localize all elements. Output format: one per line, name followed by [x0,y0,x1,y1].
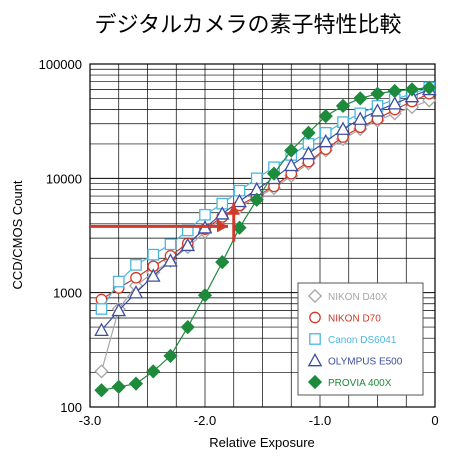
data-point-nikon-d40x [422,93,437,108]
series-layer [94,80,437,398]
data-point-provia-400x [404,82,420,97]
data-point-provia-400x [249,192,264,207]
legend-marker-olympus-e500 [307,352,323,367]
data-point-provia-400x [94,383,109,398]
data-point-nikon-d40x [94,364,109,379]
data-point-provia-400x [284,143,299,158]
data-point-canon-ds6041 [112,275,125,288]
data-point-olympus-e500 [370,103,385,117]
annotation-arrow-head [217,220,228,233]
data-point-provia-400x [422,80,437,95]
data-point-provia-400x [128,376,144,391]
data-point-olympus-e500 [352,111,368,125]
data-point-provia-400x [387,83,402,99]
data-point-olympus-e500 [214,206,230,220]
data-point-provia-400x [111,379,126,394]
data-point-olympus-e500 [163,253,178,267]
data-point-provia-400x [146,364,161,379]
data-point-olympus-e500 [128,285,144,299]
legend-label-nikon-d70: NIKON D70 [328,314,381,325]
data-point-olympus-e500 [283,157,299,172]
annotation-arrow-head [227,203,240,215]
x-axis-ticks: -3.0 -2.0 -1.0 0 [79,413,439,428]
legend-item-nikon-d40x: NIKON D40X [307,288,388,304]
data-point-provia-400x [232,220,247,235]
data-point-provia-400x [163,348,178,363]
y-tick-label: 1000 [53,286,82,301]
data-point-olympus-e500 [232,193,247,208]
legend-label-canon-ds6041: Canon DS6041 [328,335,397,346]
data-point-provia-400x [180,319,195,335]
legend-marker-provia-400x [307,374,323,390]
data-point-canon-ds6041 [95,303,108,315]
legend-item-olympus-e500: OLYMPUS E500 [307,352,403,368]
legend-item-nikon-d70: NIKON D70 [309,311,381,325]
legend-marker-canon-ds6041 [309,333,321,345]
y-tick-label: 10000 [46,171,82,186]
data-point-olympus-e500 [180,237,196,252]
data-point-olympus-e500 [111,302,127,317]
data-point-provia-400x [197,288,213,303]
data-point-provia-400x [370,86,385,101]
data-point-provia-400x [318,109,333,124]
y-axis-label: CCD/CMOS Count [10,180,25,289]
x-tick-label: -1.0 [309,413,331,428]
annotation-layer [90,203,240,242]
data-point-provia-400x [353,91,368,106]
plot-frame [89,63,436,408]
series-provia-400x [94,80,437,398]
data-point-olympus-e500 [318,133,334,148]
legend-item-canon-ds6041: Canon DS6041 [309,333,397,346]
x-axis-label: Relative Exposure [209,435,315,450]
y-tick-label: 100 [60,400,82,415]
data-point-olympus-e500 [145,268,161,282]
data-point-provia-400x [266,166,282,181]
chart-title: デジタルカメラの素子特性比較 [95,13,402,38]
legend-label-nikon-d40x: NIKON D40X [328,292,388,303]
x-tick-label: -3.0 [79,413,101,428]
data-point-canon-ds6041 [130,259,142,271]
y-tick-label: 100000 [39,57,82,72]
legend-marker-nikon-d40x [307,288,323,304]
y-axis-ticks: 100 1000 10000 100000 [39,57,82,415]
data-point-olympus-e500 [301,145,316,160]
data-point-canon-ds6041 [147,248,160,261]
data-point-nikon-d70 [130,271,142,284]
series-canon-ds6041 [95,81,436,315]
data-point-olympus-e500 [94,322,109,337]
legend-label-olympus-e500: OLYMPUS E500 [328,357,403,368]
data-point-provia-400x [301,125,316,140]
legend-item-provia-400x: PROVIA 400X [307,374,392,390]
data-point-provia-400x [215,255,230,270]
x-tick-label: -2.0 [194,413,216,428]
data-point-canon-ds6041 [199,208,211,221]
data-point-olympus-e500 [387,96,403,110]
x-tick-label: 0 [431,413,438,428]
legend-label-provia-400x: PROVIA 400X [328,378,392,389]
legend-marker-nikon-d70 [309,311,321,324]
data-point-provia-400x [335,98,351,114]
legend: NIKON D40X NIKON D70 Canon DS6041 OLYMPUS E… [297,282,424,396]
data-point-canon-ds6041 [164,238,177,251]
data-point-olympus-e500 [335,121,351,135]
